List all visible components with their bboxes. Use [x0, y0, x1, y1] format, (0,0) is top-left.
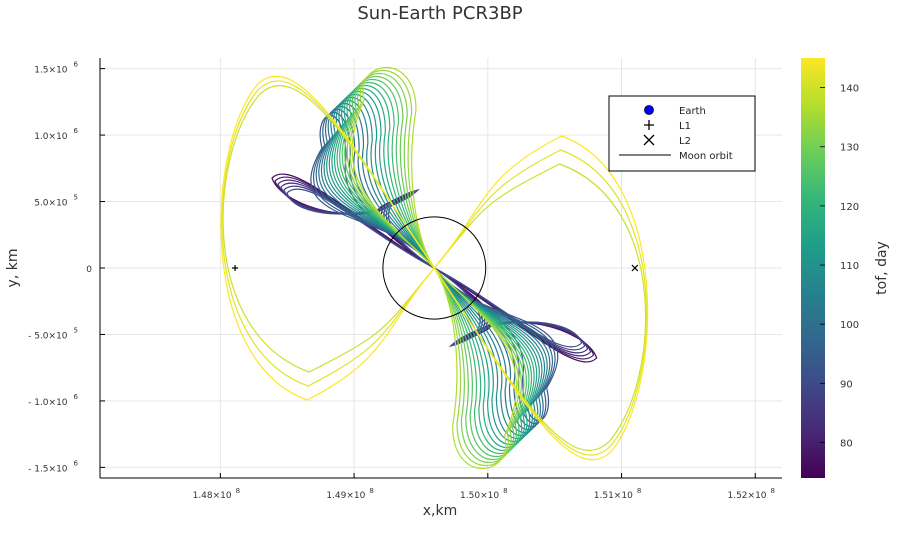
axes [99, 58, 782, 479]
trajectory-line [433, 163, 647, 452]
trajectory-line [433, 149, 648, 456]
trajectory-line [433, 267, 548, 434]
y-tick-label: 1.5×10 6 [34, 61, 78, 76]
x-tick-label: 1.51×10 8 [594, 487, 642, 501]
colorbar-tick-label: 140 [840, 84, 859, 95]
y-tick-exponent: 6 [74, 393, 79, 401]
y-tick-exponent: 6 [74, 61, 79, 69]
moon-orbit [382, 216, 487, 320]
legend-L1-marker [644, 120, 654, 130]
x-tick-mantissa: 1.48×10 [193, 491, 232, 501]
grid [100, 58, 782, 478]
x-tick-labels: 1.48×10 8 1.49×10 8 1.50×10 8 1.51×10 8 1.52×10 8 [193, 487, 775, 501]
colorbar-tick-label: 130 [840, 143, 859, 154]
colorbar-label: tof, day [874, 241, 890, 295]
y-tick-exponent: 6 [74, 127, 79, 135]
y-tick-labels: 1.5×10 6 1.0×10 6 5.0×10 5 0 - 5.0×10 5 - 1.0×10 6… [28, 61, 92, 475]
colorbar-gradient [801, 58, 825, 478]
legend: Earth L1 L2 Moon orbit [608, 95, 756, 172]
y-tick-mantissa: 5.0×10 [34, 199, 68, 209]
x-tick-mantissa: 1.51×10 [594, 491, 633, 501]
trajectory-line [349, 70, 435, 269]
L1-marker [232, 265, 239, 271]
colorbar-tick-label: 80 [840, 439, 853, 450]
x-tick-label: 1.52×10 8 [727, 487, 775, 501]
y-tick-mantissa: 1.5×10 [34, 66, 68, 76]
y-tick-mantissa: - 1.0×10 [28, 398, 68, 408]
trajectory-line [433, 267, 517, 469]
markers [232, 264, 639, 272]
legend-earth-marker [644, 105, 654, 115]
y-tick-mantissa: 1.0×10 [34, 132, 68, 142]
moon-orbit-ellipse [382, 216, 487, 320]
legend-label: Moon orbit [679, 151, 733, 162]
y-tick-mantissa: - 5.0×10 [28, 331, 68, 341]
y-tick-label: 1.0×10 6 [34, 127, 78, 142]
x-tick-mantissa: 1.52×10 [727, 491, 766, 501]
trajectory-line [320, 102, 435, 269]
y-tick-exponent: 6 [74, 459, 79, 467]
trajectory-line [433, 267, 522, 463]
colorbar-tick-label: 110 [840, 261, 859, 272]
trajectory-line [220, 75, 435, 401]
y-tick-exponent: 5 [74, 326, 78, 334]
colorbar-tick-label: 90 [840, 379, 853, 390]
trajectory-line [351, 67, 435, 269]
colorbar: 80 90 100 110 120 130 140 [801, 58, 859, 478]
trajectory-line [433, 267, 589, 354]
y-tick-exponent: 5 [74, 194, 78, 202]
y-tick-mantissa: 0 [86, 265, 92, 275]
trajectories [220, 67, 649, 469]
y-axis-label: y, km [5, 249, 21, 288]
x-tick-mantissa: 1.50×10 [460, 491, 499, 501]
L2-marker [631, 264, 639, 272]
x-tick-label: 1.48×10 8 [193, 487, 241, 501]
x-tick-exponent: 8 [771, 487, 775, 495]
legend-label: Earth [679, 106, 706, 117]
x-tick-mantissa: 1.49×10 [326, 491, 365, 501]
x-tick-exponent: 8 [236, 487, 240, 495]
colorbar-tick-label: 100 [840, 320, 859, 331]
trajectory-line [433, 267, 520, 466]
trajectory-line [221, 80, 435, 387]
trajectory-line [346, 73, 435, 269]
y-tick-label: - 5.0×10 5 [28, 326, 78, 341]
colorbar-tick-label: 120 [840, 202, 859, 213]
x-tick-exponent: 8 [637, 487, 641, 495]
trajectory-line [280, 182, 435, 269]
y-tick-label: - 1.0×10 6 [28, 393, 78, 408]
x-tick-exponent: 8 [369, 487, 373, 495]
legend-box [608, 95, 756, 172]
x-tick-label: 1.50×10 8 [460, 487, 508, 501]
trajectory-line [433, 267, 525, 460]
y-tick-label: 0 [86, 265, 92, 275]
y-tick-label: 5.0×10 5 [34, 194, 78, 209]
trajectory-line [433, 135, 649, 461]
chart-title: Sun-Earth PCR3BP [357, 3, 522, 24]
y-tick-label: - 1.5×10 6 [28, 459, 78, 474]
legend-label: L1 [679, 121, 691, 132]
x-axis-label: x,km [423, 503, 457, 519]
legend-label: L2 [679, 136, 691, 147]
trajectory-line [344, 76, 435, 269]
y-tick-mantissa: - 1.5×10 [28, 464, 68, 474]
legend-L2-marker [643, 134, 655, 146]
x-tick-label: 1.49×10 8 [326, 487, 374, 501]
x-tick-exponent: 8 [503, 487, 507, 495]
trajectory-line [222, 84, 435, 373]
